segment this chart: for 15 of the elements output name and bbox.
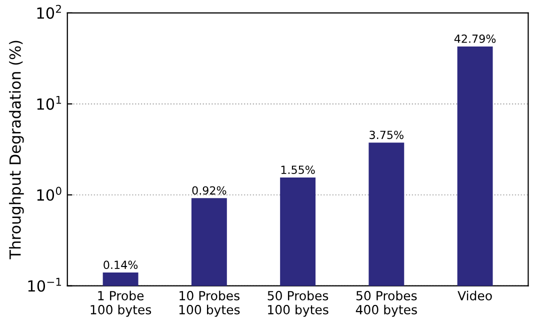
y-tick-label: 10$^{−1}$ xyxy=(28,278,61,292)
data-label: 0.14% xyxy=(104,260,138,270)
data-label: 1.55% xyxy=(281,166,315,174)
data-label: 3.75% xyxy=(370,130,404,140)
x-tick-label: 10 Probes 100 bytes xyxy=(179,290,240,317)
y-axis-title: Throughput Degradation (%) xyxy=(9,40,24,260)
y-tick-label: 10$^{1}$ xyxy=(37,96,62,110)
x-tick-label: Video xyxy=(458,290,492,300)
x-tick-label: 50 Probes 100 bytes xyxy=(268,290,328,317)
y-tick-label: 10$^{0}$ xyxy=(37,186,62,201)
y-tick-label: 10$^{2}$ xyxy=(37,4,61,19)
x-tick-label: 1 Probe 100 bytes xyxy=(90,290,152,317)
data-label: 0.92% xyxy=(192,186,226,195)
data-label: 42.79% xyxy=(454,34,496,43)
x-tick-label: 50 Probes 400 bytes xyxy=(356,290,417,317)
